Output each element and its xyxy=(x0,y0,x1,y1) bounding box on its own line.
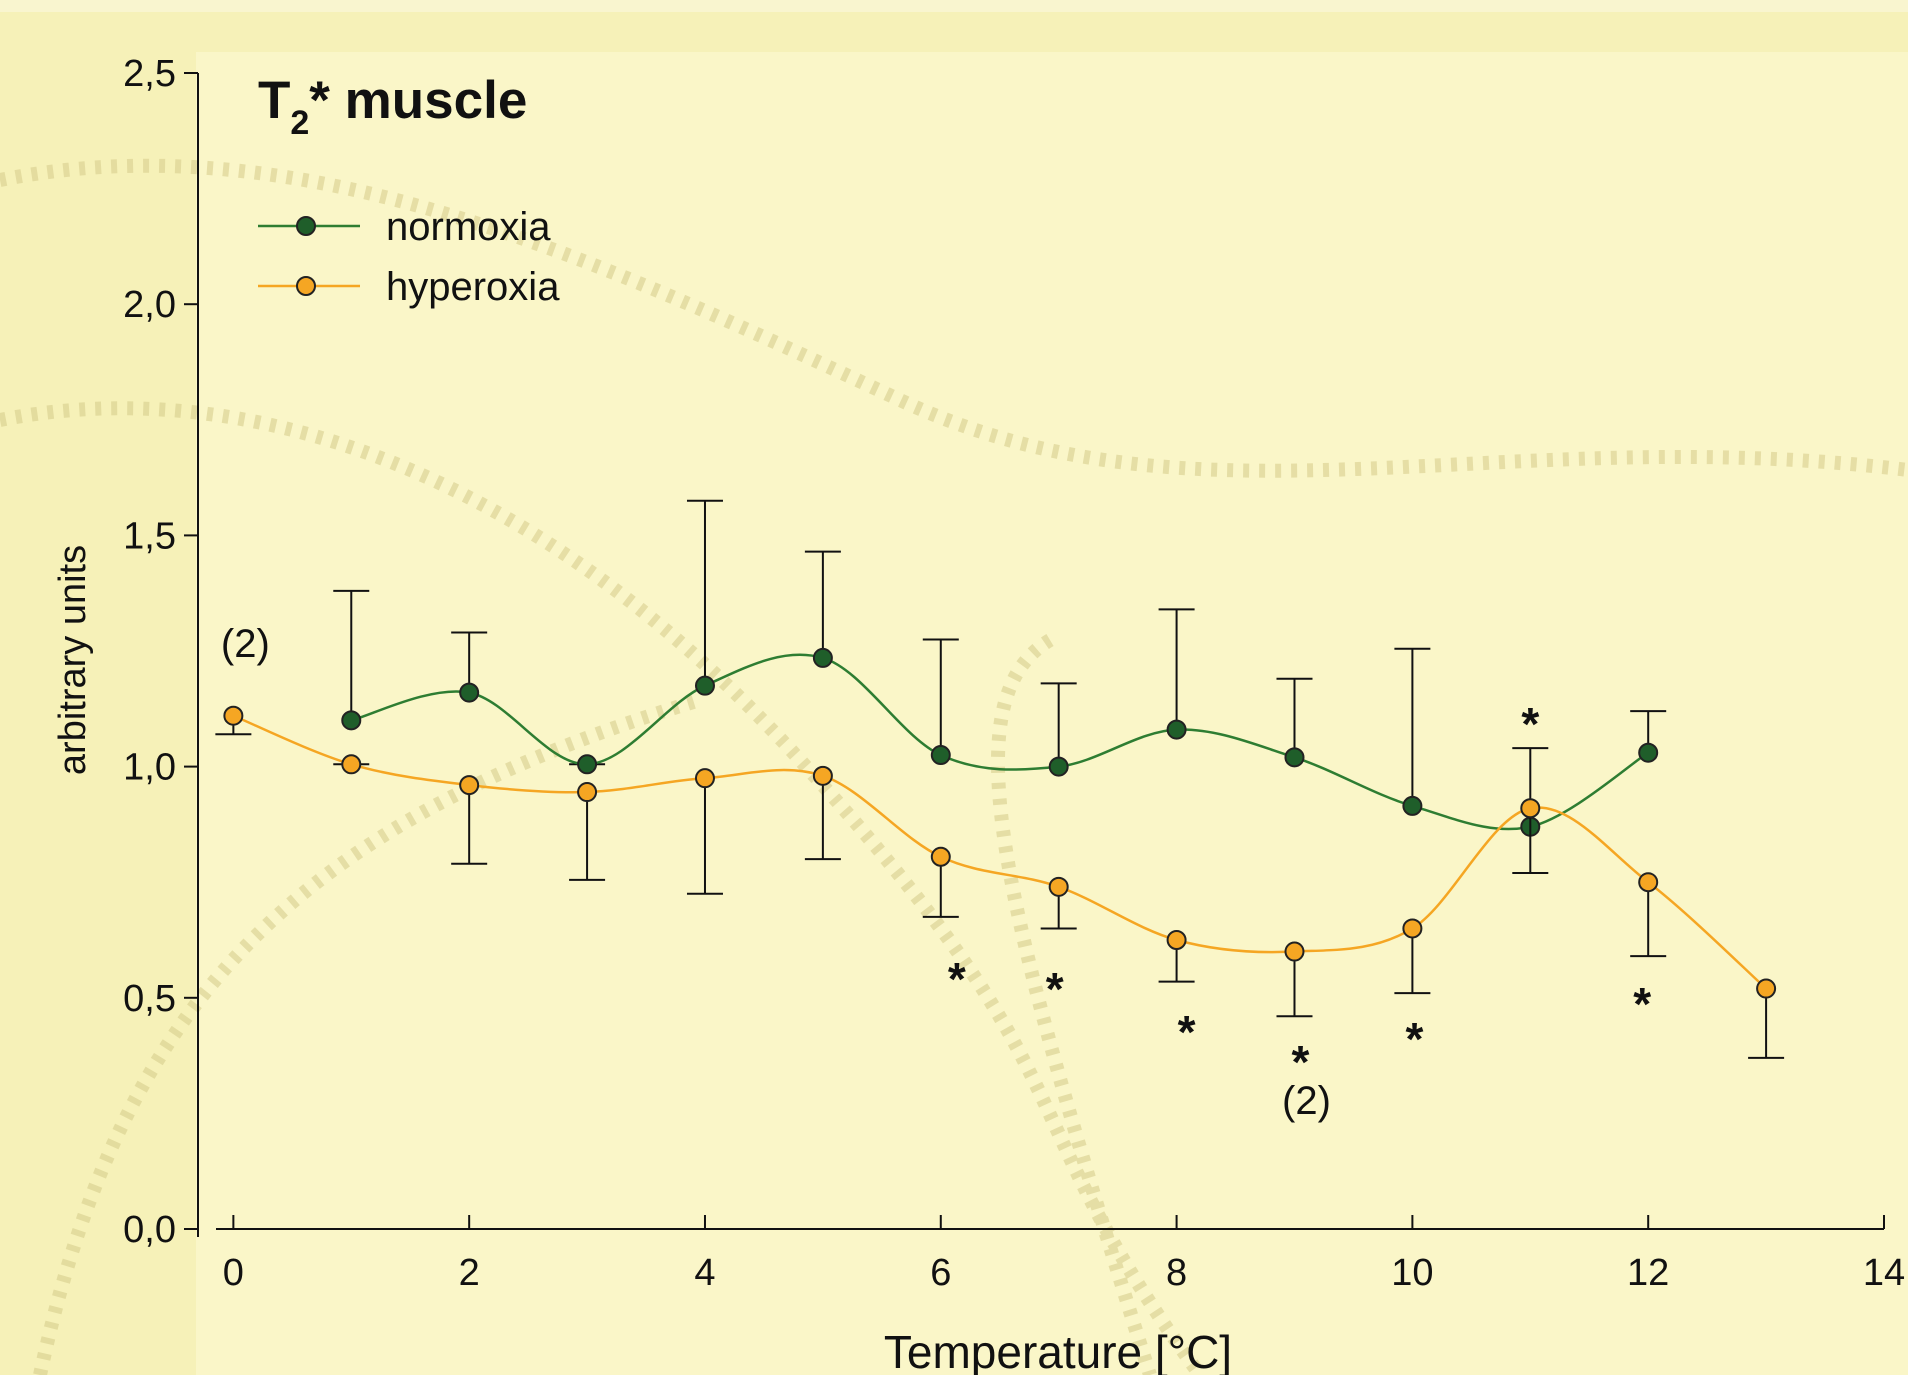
y-tick-label: 0,0 xyxy=(123,1209,176,1251)
x-tick-label: 2 xyxy=(459,1252,480,1294)
error-bar xyxy=(804,775,841,861)
data-point xyxy=(1402,795,1423,816)
error-bar xyxy=(804,550,841,658)
error-bar xyxy=(1040,682,1077,767)
data-point xyxy=(459,775,480,796)
data-point xyxy=(1638,742,1659,763)
data-point xyxy=(577,754,598,775)
data-point xyxy=(577,782,598,803)
data-point xyxy=(694,675,715,696)
legend-marker xyxy=(296,276,316,296)
annotation: (2) xyxy=(221,622,270,666)
x-tick-label: 6 xyxy=(930,1252,951,1294)
y-tick-label: 0,5 xyxy=(123,978,176,1020)
error-bar xyxy=(1276,951,1313,1018)
annotation: * xyxy=(1292,1036,1310,1088)
y-tick-label: 1,5 xyxy=(123,515,176,557)
annotation: * xyxy=(1633,978,1651,1030)
data-point xyxy=(1520,798,1541,819)
error-bar xyxy=(1158,608,1195,730)
data-point xyxy=(930,846,951,867)
legend-label: hyperoxia xyxy=(386,265,560,309)
error-bar xyxy=(1276,677,1313,758)
data-point xyxy=(1756,978,1777,999)
error-bar xyxy=(686,778,723,895)
error-bar xyxy=(451,631,488,693)
error-bar xyxy=(1512,808,1549,874)
data-point xyxy=(341,710,362,731)
x-tick-label: 14 xyxy=(1863,1252,1905,1294)
annotation: * xyxy=(1521,698,1539,750)
annotation: * xyxy=(1178,1006,1196,1058)
y-tick-label: 1,0 xyxy=(123,747,176,789)
error-bar xyxy=(1394,928,1431,995)
top-band xyxy=(0,0,1908,12)
annotation: * xyxy=(1046,963,1064,1015)
data-point xyxy=(459,682,480,703)
y-tick-label: 2,5 xyxy=(123,53,176,95)
data-point xyxy=(223,705,244,726)
annotation: * xyxy=(1405,1013,1423,1065)
data-point xyxy=(812,647,833,668)
data-point xyxy=(341,754,362,775)
error-bar xyxy=(451,785,488,865)
decoration xyxy=(0,158,1908,1375)
plot-area xyxy=(196,52,1908,1375)
data-point xyxy=(1048,756,1069,777)
annotation: * xyxy=(948,953,966,1005)
error-bar xyxy=(1748,988,1785,1059)
data-point xyxy=(1284,747,1305,768)
data-point xyxy=(812,765,833,786)
error-bar xyxy=(569,792,606,881)
data-point xyxy=(1166,930,1187,950)
legend-marker xyxy=(296,216,316,236)
y-tick-label: 2,0 xyxy=(123,284,176,326)
x-axis-label: Temperature [°C] xyxy=(884,1326,1232,1375)
chart-title: T2* muscle xyxy=(258,71,527,142)
data-point xyxy=(1402,918,1423,939)
data-point xyxy=(1638,872,1659,893)
data-point xyxy=(1284,941,1305,962)
y-axis-label: arbitrary units xyxy=(52,545,94,775)
x-tick-label: 10 xyxy=(1391,1252,1433,1294)
error-bar xyxy=(333,589,370,721)
error-bar xyxy=(922,638,959,756)
error-bar xyxy=(686,499,723,686)
x-tick-label: 0 xyxy=(223,1252,244,1294)
annotation: (2) xyxy=(1282,1079,1331,1123)
error-bar xyxy=(1630,882,1667,958)
data-point xyxy=(1048,876,1069,897)
x-tick-label: 8 xyxy=(1166,1252,1187,1294)
x-tick-label: 4 xyxy=(694,1252,715,1294)
data-point xyxy=(694,768,715,789)
error-bar xyxy=(1394,647,1431,806)
data-point xyxy=(930,745,951,766)
x-tick-label: 12 xyxy=(1627,1252,1669,1294)
legend-label: normoxia xyxy=(386,205,551,249)
data-point xyxy=(1166,719,1187,740)
error-bar xyxy=(922,856,959,918)
